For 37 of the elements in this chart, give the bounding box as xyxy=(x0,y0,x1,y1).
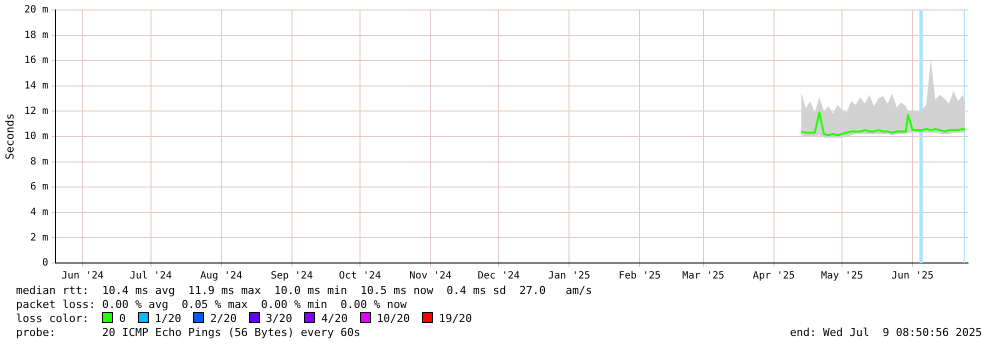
y-tick-label: 20 m xyxy=(24,4,48,16)
legend-title: loss color: xyxy=(16,312,90,325)
y-tick-label: 0 xyxy=(42,258,48,269)
x-tick-label: May '25 xyxy=(821,270,864,282)
x-tick-label: Jun '24 xyxy=(61,270,104,282)
legend-label: 1/20 xyxy=(154,312,182,325)
text: median rtt: 10.4 ms avg 11.9 ms max 10.0 ms min 10.5 ms now 0.4 ms sd 27.0 am/s xyxy=(16,284,594,298)
y-tick-label: 6 m xyxy=(30,182,48,193)
x-tick-label: Jun '25 xyxy=(892,270,934,282)
legend-label: 19/20 xyxy=(438,312,472,325)
y-tick-label: 18 m xyxy=(24,30,48,41)
x-tick-label: Apr '25 xyxy=(752,270,795,282)
y-tick-label: 12 m xyxy=(24,106,48,117)
x-tick-label: Aug '24 xyxy=(200,270,242,282)
legend-label: 3/20 xyxy=(266,312,292,325)
y-tick-label: 16 m xyxy=(24,55,48,66)
y-tick-label: 4 m xyxy=(30,206,48,218)
x-tick-label: Mar '25 xyxy=(682,270,724,282)
text: packet loss: 0.00 % avg 0.05 % max 0.00 % min 0.00 % now xyxy=(16,298,408,312)
x-tick-label: Dec '24 xyxy=(478,270,520,282)
text: end: Wed Jul 9 08:50:56 2025 xyxy=(790,326,982,340)
y-axis-title: Seconds xyxy=(3,113,16,160)
x-tick-label: Oct '24 xyxy=(338,270,382,282)
legend-label: 4/20 xyxy=(321,312,348,325)
y-tick-label: 8 m xyxy=(30,156,48,168)
legend-label: 2/20 xyxy=(210,312,237,325)
x-tick-label: Jan '25 xyxy=(548,270,590,282)
x-tick-label: Jul '24 xyxy=(130,270,172,282)
x-tick-label: Nov '24 xyxy=(409,270,452,282)
y-tick-label: 2 m xyxy=(30,232,48,244)
y-tick-label: 14 m xyxy=(24,80,48,92)
text: probe: 20 ICMP Echo Pings (56 Bytes) every 60s xyxy=(16,326,360,339)
legend-label: 0 xyxy=(119,312,126,325)
y-tick-label: 10 m xyxy=(24,131,48,142)
legend-label: 10/20 xyxy=(376,312,410,325)
x-tick-label: Sep '24 xyxy=(270,270,313,282)
x-tick-label: Feb '25 xyxy=(618,270,661,282)
